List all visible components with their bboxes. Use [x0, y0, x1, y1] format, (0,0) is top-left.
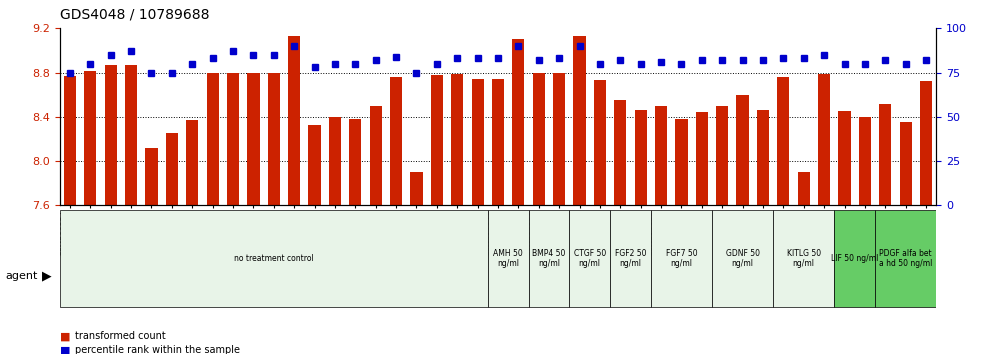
Bar — [206, 73, 219, 205]
Bar — [390, 77, 402, 205]
Text: CTGF 50
ng/ml: CTGF 50 ng/ml — [574, 249, 606, 268]
Text: ■: ■ — [60, 346, 71, 354]
Bar — [227, 73, 239, 205]
Bar — [736, 95, 749, 205]
Bar — [777, 77, 790, 205]
Bar — [451, 74, 463, 205]
Text: PDGF alfa bet
a hd 50 ng/ml: PDGF alfa bet a hd 50 ng/ml — [879, 249, 932, 268]
Bar — [288, 36, 300, 205]
Bar — [859, 117, 872, 205]
Bar — [818, 74, 831, 205]
Bar — [920, 81, 932, 205]
FancyBboxPatch shape — [611, 210, 650, 307]
Bar — [655, 106, 667, 205]
Bar — [675, 119, 687, 205]
Bar — [696, 113, 708, 205]
FancyBboxPatch shape — [650, 210, 712, 307]
Bar — [533, 73, 545, 205]
Bar — [492, 79, 504, 205]
Bar — [615, 100, 626, 205]
Bar — [124, 65, 137, 205]
Text: KITLG 50
ng/ml: KITLG 50 ng/ml — [787, 249, 821, 268]
FancyBboxPatch shape — [570, 210, 611, 307]
Bar — [64, 76, 76, 205]
Text: no treatment control: no treatment control — [234, 254, 314, 263]
Bar — [186, 120, 198, 205]
Text: percentile rank within the sample: percentile rank within the sample — [75, 346, 240, 354]
Bar — [430, 75, 443, 205]
Bar — [165, 133, 178, 205]
Bar — [839, 111, 851, 205]
Text: transformed count: transformed count — [75, 331, 165, 341]
Bar — [145, 148, 157, 205]
Bar — [512, 39, 525, 205]
Text: AMH 50
ng/ml: AMH 50 ng/ml — [493, 249, 523, 268]
FancyBboxPatch shape — [875, 210, 936, 307]
Bar — [247, 73, 260, 205]
FancyBboxPatch shape — [488, 210, 529, 307]
Text: GDNF 50
ng/ml: GDNF 50 ng/ml — [726, 249, 760, 268]
FancyBboxPatch shape — [60, 210, 488, 307]
Bar — [899, 122, 911, 205]
Text: FGF2 50
ng/ml: FGF2 50 ng/ml — [615, 249, 646, 268]
Text: ■: ■ — [60, 331, 71, 341]
Bar — [757, 110, 769, 205]
Bar — [553, 73, 566, 205]
FancyBboxPatch shape — [529, 210, 570, 307]
FancyBboxPatch shape — [712, 210, 773, 307]
Bar — [798, 172, 810, 205]
Text: agent: agent — [5, 271, 38, 281]
Bar — [350, 119, 362, 205]
Bar — [594, 80, 606, 205]
Text: GDS4048 / 10789688: GDS4048 / 10789688 — [60, 7, 209, 21]
Bar — [471, 79, 484, 205]
FancyBboxPatch shape — [773, 210, 835, 307]
Bar — [329, 117, 341, 205]
Bar — [105, 65, 117, 205]
Bar — [268, 73, 280, 205]
Bar — [410, 172, 422, 205]
Text: LIF 50 ng/ml: LIF 50 ng/ml — [831, 254, 878, 263]
Bar — [309, 125, 321, 205]
Text: BMP4 50
ng/ml: BMP4 50 ng/ml — [532, 249, 566, 268]
Bar — [634, 110, 646, 205]
FancyBboxPatch shape — [835, 210, 875, 307]
Bar — [85, 72, 97, 205]
Bar — [879, 104, 891, 205]
Bar — [716, 106, 728, 205]
Text: ▶: ▶ — [42, 270, 52, 282]
Text: FGF7 50
ng/ml: FGF7 50 ng/ml — [665, 249, 697, 268]
Bar — [370, 106, 381, 205]
Bar — [574, 36, 586, 205]
